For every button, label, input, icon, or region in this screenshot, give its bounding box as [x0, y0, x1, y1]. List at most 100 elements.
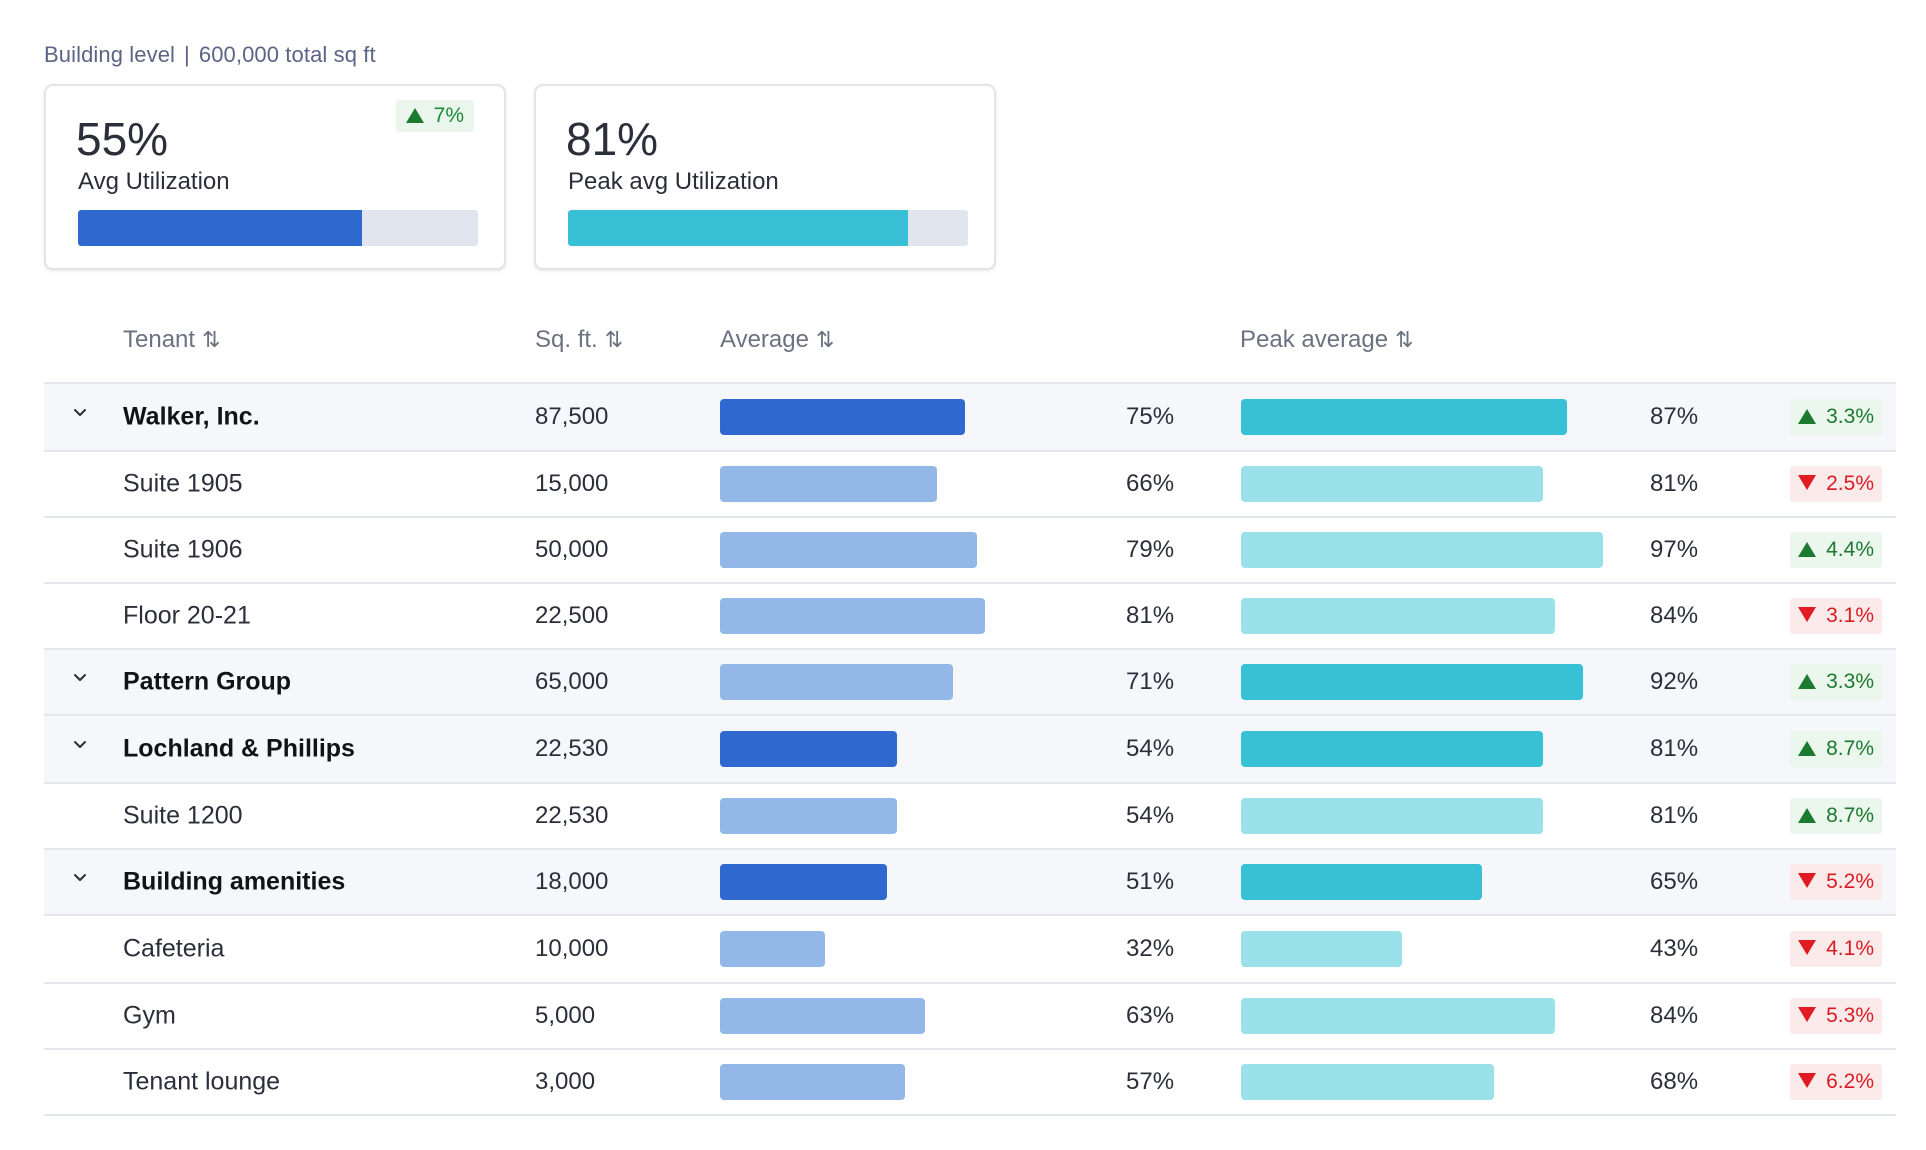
triangle-down-icon [1798, 607, 1817, 622]
change-badge: 4.1% [1790, 931, 1882, 967]
change-value: 5.3% [1826, 1004, 1874, 1027]
tenant-sqft: 22,530 [535, 735, 609, 762]
sort-icon: ⇅ [815, 327, 835, 352]
tenant-name: Walker, Inc. [123, 402, 260, 431]
peak-average-percent: 84% [1650, 1002, 1699, 1029]
chevron-down-icon[interactable] [68, 733, 92, 757]
average-bar [720, 798, 897, 834]
peak-average-percent: 81% [1650, 470, 1699, 497]
change-badge: 2.5% [1790, 466, 1882, 502]
table-row: Tenant lounge 3,000 57% 68% 6.2% [44, 1050, 1896, 1116]
avg-utilization-card: 55% 7% Avg Utilization [44, 84, 506, 270]
tenant-sqft: 22,530 [535, 802, 609, 829]
average-bar [720, 864, 887, 900]
change-badge: 5.2% [1790, 864, 1882, 900]
column-header-sqft[interactable]: Sq. ft. ⇅ [535, 326, 623, 354]
avg-utilization-change: 7% [433, 104, 464, 127]
change-badge: 3.3% [1790, 399, 1882, 435]
tenant-sqft: 50,000 [535, 536, 609, 563]
peak-average-bar [1241, 598, 1555, 634]
avg-utilization-label: Avg Utilization [78, 168, 230, 195]
tenant-sqft: 18,000 [535, 868, 609, 895]
average-percent: 66% [1126, 470, 1175, 497]
average-bar [720, 598, 985, 634]
tenant-sqft: 10,000 [535, 935, 609, 962]
change-badge: 8.7% [1790, 731, 1882, 767]
chevron-down-icon[interactable] [68, 666, 92, 690]
peak-average-percent: 87% [1650, 403, 1699, 430]
header-separator: | [184, 42, 190, 67]
triangle-up-icon [405, 108, 424, 123]
change-badge: 3.3% [1790, 664, 1882, 700]
average-percent: 51% [1126, 868, 1175, 895]
average-percent: 57% [1126, 1068, 1175, 1095]
column-header-tenant[interactable]: Tenant ⇅ [123, 326, 221, 354]
average-percent: 71% [1126, 668, 1175, 695]
tenant-name: Cafeteria [123, 934, 225, 963]
table-body: Walker, Inc. 87,500 75% 87% 3.3% Suite 1905 15… [44, 384, 1896, 1116]
avg-utilization-value: 55% [76, 113, 169, 165]
column-header-average[interactable]: Average ⇅ [720, 326, 834, 354]
sort-icon: ⇅ [604, 327, 624, 352]
average-bar [720, 931, 825, 967]
average-percent: 32% [1126, 935, 1175, 962]
peak-average-percent: 43% [1650, 935, 1699, 962]
average-bar [720, 1064, 905, 1100]
tenant-name: Building amenities [123, 867, 346, 896]
change-badge: 6.2% [1790, 1064, 1882, 1100]
triangle-up-icon [1798, 674, 1817, 689]
average-percent: 54% [1126, 735, 1175, 762]
triangle-up-icon [1798, 542, 1817, 557]
average-bar [720, 532, 977, 568]
average-percent: 81% [1126, 602, 1175, 629]
average-percent: 54% [1126, 802, 1175, 829]
chevron-down-glyph [74, 874, 86, 881]
change-badge: 3.1% [1790, 598, 1882, 634]
peak-average-bar [1241, 466, 1543, 502]
chevron-down-icon[interactable] [68, 866, 92, 890]
tenant-table: Tenant ⇅ Sq. ft. ⇅ Average ⇅ Peak average ⇅ … [44, 310, 1896, 1116]
table-row-group[interactable]: Pattern Group 65,000 71% 92% 3.3% [44, 650, 1896, 716]
peak-average-percent: 92% [1650, 668, 1699, 695]
table-row-group[interactable]: Walker, Inc. 87,500 75% 87% 3.3% [44, 384, 1896, 452]
table-row: Gym 5,000 63% 84% 5.3% [44, 984, 1896, 1050]
column-header-peak-average[interactable]: Peak average ⇅ [1240, 326, 1414, 354]
avg-utilization-progress-track [78, 210, 478, 246]
change-badge: 5.3% [1790, 998, 1882, 1034]
change-value: 8.7% [1826, 737, 1874, 760]
table-header: Tenant ⇅ Sq. ft. ⇅ Average ⇅ Peak average ⇅ [44, 310, 1896, 384]
change-badge: 8.7% [1790, 798, 1882, 834]
change-value: 5.2% [1826, 870, 1874, 893]
peak-average-bar [1241, 998, 1555, 1034]
peak-average-percent: 84% [1650, 602, 1699, 629]
tenant-name: Tenant lounge [123, 1067, 281, 1096]
peak-utilization-progress-fill [568, 210, 908, 246]
peak-average-percent: 81% [1650, 802, 1699, 829]
chevron-down-icon[interactable] [68, 401, 92, 425]
change-value: 2.5% [1826, 472, 1874, 495]
chevron-down-glyph [74, 674, 86, 681]
triangle-down-icon [1798, 873, 1817, 888]
table-row-group[interactable]: Building amenities 18,000 51% 65% 5.2% [44, 850, 1896, 916]
change-badge: 4.4% [1790, 532, 1882, 568]
change-value: 4.1% [1826, 937, 1874, 960]
chevron-down-glyph [74, 409, 86, 416]
change-value: 6.2% [1826, 1070, 1874, 1093]
table-row-group[interactable]: Lochland & Phillips 22,530 54% 81% 8.7% [44, 716, 1896, 784]
peak-average-bar [1241, 798, 1543, 834]
triangle-up-icon [1798, 808, 1817, 823]
tenant-name: Pattern Group [123, 667, 292, 696]
peak-average-bar [1241, 664, 1583, 700]
peak-utilization-card: 81% Peak avg Utilization [534, 84, 996, 270]
tenant-sqft: 3,000 [535, 1068, 596, 1095]
column-header-peak-average-label: Peak average [1240, 326, 1389, 353]
average-percent: 79% [1126, 536, 1175, 563]
tenant-sqft: 15,000 [535, 470, 609, 497]
peak-average-bar [1241, 731, 1543, 767]
peak-average-percent: 97% [1650, 536, 1699, 563]
average-percent: 75% [1126, 403, 1175, 430]
tenant-sqft: 87,500 [535, 403, 609, 430]
table-row: Suite 1200 22,530 54% 81% 8.7% [44, 784, 1896, 850]
triangle-up-icon [1798, 409, 1817, 424]
tenant-name: Lochland & Phillips [123, 734, 355, 763]
